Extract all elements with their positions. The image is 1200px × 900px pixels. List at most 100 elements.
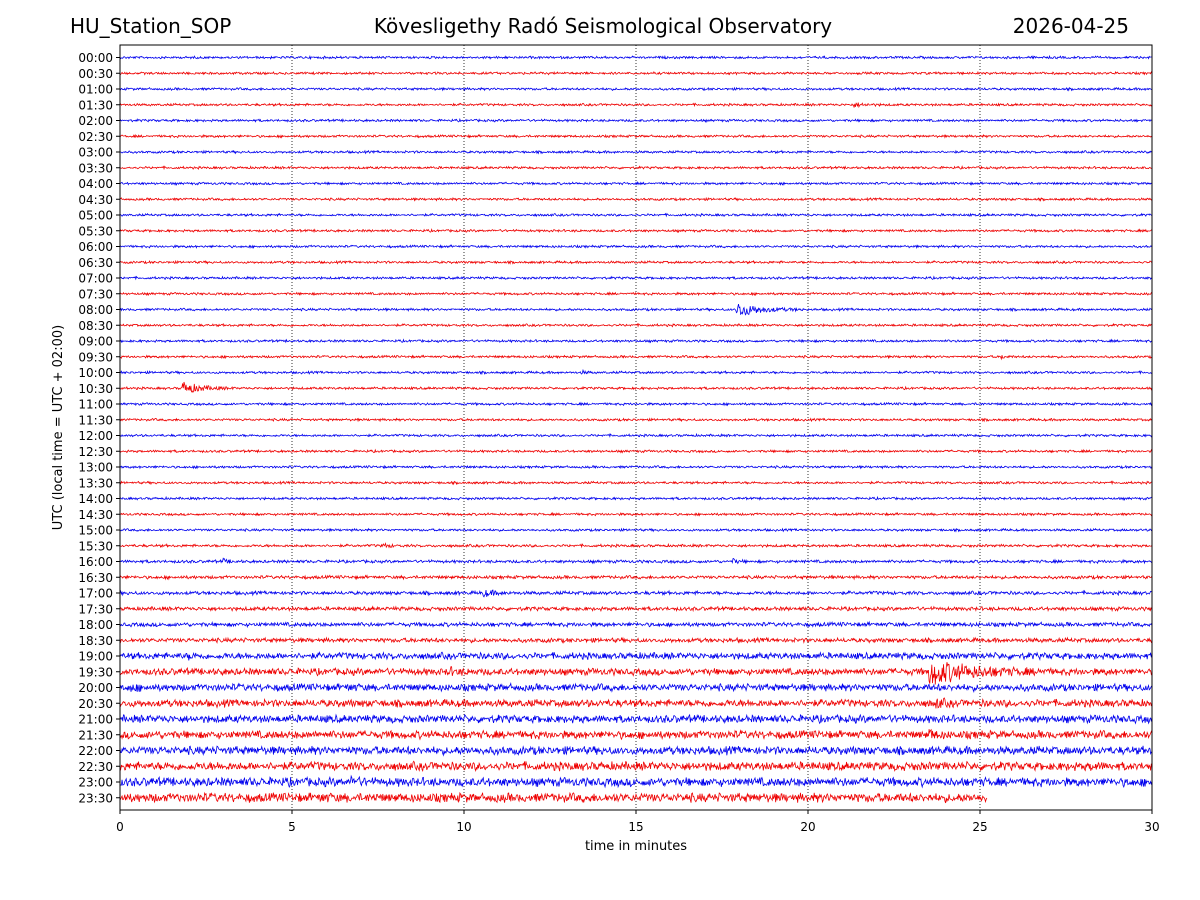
trace-2200 <box>119 745 1153 757</box>
y-tick-label: 14:00 <box>78 492 113 506</box>
trace-0600 <box>119 244 1153 250</box>
x-tick-label: 20 <box>800 820 815 834</box>
y-tick-label: 06:00 <box>78 240 113 254</box>
y-tick-label: 12:00 <box>78 429 113 443</box>
trace-1530 <box>119 542 1153 549</box>
x-tick-label: 25 <box>972 820 987 834</box>
y-tick-label: 12:30 <box>78 445 113 459</box>
trace-0630 <box>119 259 1153 265</box>
x-tick-label: 0 <box>116 820 124 834</box>
trace-0200 <box>119 117 1153 123</box>
trace-2230 <box>119 760 1153 773</box>
trace-1400 <box>119 495 1153 501</box>
trace-1230 <box>119 448 1153 454</box>
y-tick-label: 10:00 <box>78 366 113 380</box>
trace-1730 <box>119 605 1153 613</box>
trace-2000 <box>119 682 1153 693</box>
y-tick-label: 15:30 <box>78 539 113 553</box>
x-axis-ticks: 0 5 10 15 20 25 30 <box>116 810 1160 834</box>
y-tick-label: 13:00 <box>78 461 113 475</box>
x-tick-label: 10 <box>456 820 471 834</box>
trace-1600 <box>119 557 1153 565</box>
trace-1130 <box>119 417 1153 423</box>
trace-0500 <box>119 212 1153 218</box>
trace-0530 <box>119 228 1153 234</box>
y-tick-label: 01:30 <box>78 98 113 112</box>
trace-group <box>119 54 1153 804</box>
y-tick-label: 06:30 <box>78 256 113 270</box>
y-tick-label: 20:00 <box>78 681 113 695</box>
trace-0830 <box>119 322 1153 328</box>
y-tick-label: 23:30 <box>78 791 113 805</box>
y-tick-label: 18:00 <box>78 618 113 632</box>
grid-lines <box>291 45 981 810</box>
trace-1630 <box>119 574 1153 581</box>
y-tick-label: 18:30 <box>78 634 113 648</box>
trace-1430 <box>119 511 1153 517</box>
y-tick-label: 16:00 <box>78 555 113 569</box>
y-tick-label: 17:30 <box>78 602 113 616</box>
y-tick-label: 11:00 <box>78 398 113 412</box>
y-tick-label: 04:30 <box>78 193 113 207</box>
station-name: HU_Station_SOP <box>70 14 232 38</box>
y-tick-label: 02:30 <box>78 130 113 144</box>
y-tick-label: 05:00 <box>78 209 113 223</box>
y-tick-label: 08:30 <box>78 319 113 333</box>
y-tick-label: 20:30 <box>78 697 113 711</box>
y-tick-label: 22:00 <box>78 744 113 758</box>
trace-1000 <box>119 368 1153 376</box>
trace-0130 <box>119 102 1153 109</box>
trace-0730 <box>119 291 1153 297</box>
trace-2130 <box>119 728 1153 741</box>
trace-1200 <box>119 432 1153 438</box>
trace-0700 <box>119 275 1153 281</box>
x-tick-label: 5 <box>288 820 296 834</box>
trace-0430 <box>119 196 1153 202</box>
trace-0900 <box>119 338 1152 344</box>
trace-1830 <box>119 636 1153 644</box>
y-tick-label: 19:00 <box>78 650 113 664</box>
y-tick-label: 19:30 <box>78 665 113 679</box>
trace-0330 <box>119 165 1153 171</box>
record-date: 2026-04-25 <box>1012 14 1129 38</box>
y-tick-label: 13:30 <box>78 476 113 490</box>
y-tick-label: 15:00 <box>78 524 113 538</box>
y-tick-label: 01:00 <box>78 83 113 97</box>
y-tick-label: 07:30 <box>78 287 113 301</box>
trace-0400 <box>119 180 1153 186</box>
y-tick-label: 10:30 <box>78 382 113 396</box>
trace-0230 <box>119 133 1153 139</box>
y-tick-label: 08:00 <box>78 303 113 317</box>
trace-1700 <box>119 589 1153 598</box>
y-tick-label: 03:00 <box>78 146 113 160</box>
trace-0030 <box>119 70 1153 76</box>
y-tick-label: 16:30 <box>78 571 113 585</box>
trace-1500 <box>119 527 1153 533</box>
trace-0800 <box>119 303 1153 316</box>
trace-1100 <box>119 401 1153 407</box>
y-tick-label: 21:30 <box>78 728 113 742</box>
x-tick-label: 15 <box>628 820 643 834</box>
y-tick-label: 02:00 <box>78 114 113 128</box>
trace-0000 <box>119 54 1153 61</box>
y-tick-label: 04:00 <box>78 177 113 191</box>
y-tick-label: 05:30 <box>78 224 113 238</box>
y-tick-label: 09:30 <box>78 350 113 364</box>
y-tick-label: 14:30 <box>78 508 113 522</box>
trace-2030 <box>119 697 1153 709</box>
y-tick-label: 11:30 <box>78 413 113 427</box>
trace-0100 <box>119 86 1153 92</box>
observatory-title: Kövesligethy Radó Seismological Observat… <box>373 14 833 38</box>
trace-1930 <box>119 662 1153 685</box>
y-tick-label: 00:30 <box>78 67 113 81</box>
trace-2100 <box>119 713 1153 725</box>
trace-0930 <box>119 354 1153 361</box>
y-tick-label: 09:00 <box>78 335 113 349</box>
y-axis-label: UTC (local time = UTC + 02:00) <box>51 325 66 530</box>
trace-1030 <box>119 381 1153 393</box>
y-tick-label: 22:30 <box>78 760 113 774</box>
trace-0300 <box>119 149 1153 155</box>
trace-1900 <box>119 650 1153 662</box>
